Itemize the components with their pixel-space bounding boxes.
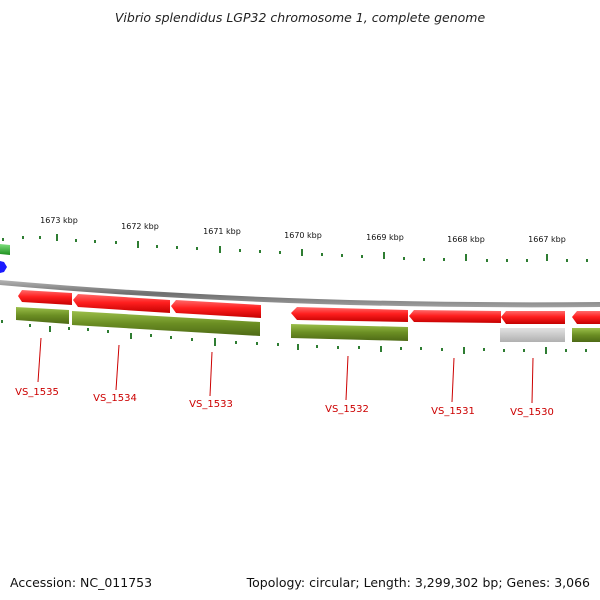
gene-arrow-vs1533 xyxy=(171,300,261,318)
gene-label: VS_1535 xyxy=(15,387,59,398)
gene-labels: VS_1535 VS_1534 VS_1533 VS_1532 VS_1531 … xyxy=(15,387,554,418)
gene-label: VS_1533 xyxy=(189,399,233,410)
lower-scale-ticks xyxy=(1,320,587,354)
scale-label: 1670 kbp xyxy=(284,231,322,240)
scale-label: 1671 kbp xyxy=(203,227,241,236)
cds-bar-partial xyxy=(572,328,600,342)
scale-labels: 1673 kbp 1672 kbp 1671 kbp 1670 kbp 1669… xyxy=(40,216,566,244)
gene-arrow-vs1535 xyxy=(18,290,72,305)
upper-scale-ticks xyxy=(2,234,588,262)
blue-feature-marker xyxy=(0,261,7,273)
cds-bar-vs1535 xyxy=(16,307,69,324)
leader-vs1535 xyxy=(37,337,42,383)
gene-arrow-vs1532 xyxy=(291,307,408,322)
genome-info-text: Topology: circular; Length: 3,299,302 bp… xyxy=(246,575,590,590)
gene-arrow-partial xyxy=(572,311,600,324)
gene-arrow-vs1530 xyxy=(501,311,565,324)
scale-label: 1672 kbp xyxy=(121,222,159,231)
scale-label: 1669 kbp xyxy=(366,233,404,242)
cds-track xyxy=(16,307,600,342)
leader-vs1534 xyxy=(115,344,120,391)
green-feature-marker xyxy=(0,244,10,255)
gene-label: VS_1530 xyxy=(510,407,554,418)
gene-label: VS_1534 xyxy=(93,393,137,404)
leader-vs1532 xyxy=(345,355,349,401)
gene-label-leaders xyxy=(37,337,534,404)
scale-label: 1673 kbp xyxy=(40,216,78,225)
map-title: Vibrio splendidus LGP32 chromosome 1, co… xyxy=(114,10,486,25)
accession-text: Accession: NC_011753 xyxy=(10,575,153,590)
leader-vs1530 xyxy=(531,357,534,404)
gene-arrow-vs1531 xyxy=(409,310,501,323)
rna-bar-vs1530 xyxy=(500,328,565,342)
leader-vs1533 xyxy=(209,351,213,397)
edge-feature-markers xyxy=(0,244,10,273)
scale-label: 1667 kbp xyxy=(528,235,566,244)
gene-arrows-track xyxy=(18,290,600,324)
gene-arrow-vs1534 xyxy=(73,294,170,313)
gene-label: VS_1532 xyxy=(325,404,369,415)
scale-label: 1668 kbp xyxy=(447,235,485,244)
cds-bar-vs1534-1533 xyxy=(72,311,260,336)
leader-vs1531 xyxy=(451,357,455,403)
genome-backbone xyxy=(0,280,600,308)
cds-bar-vs1532 xyxy=(291,324,408,341)
gene-label: VS_1531 xyxy=(431,406,475,417)
